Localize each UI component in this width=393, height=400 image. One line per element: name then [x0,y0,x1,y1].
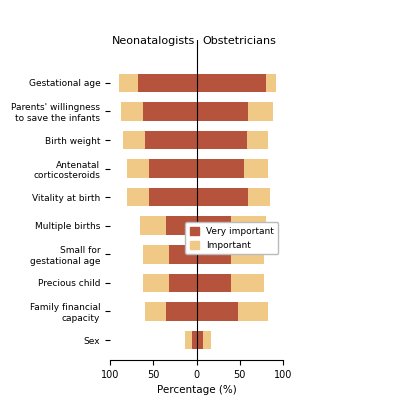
Bar [196,331,202,349]
Bar [231,274,264,292]
Bar [149,188,196,206]
Bar [121,102,143,121]
Bar [248,102,273,121]
Bar [169,274,196,292]
Bar [127,159,149,178]
Bar [143,245,169,264]
Bar [127,188,149,206]
Bar [244,159,268,178]
Bar [247,131,268,149]
Legend: Very important, Important: Very important, Important [185,222,279,254]
Bar [166,302,196,321]
Bar [123,131,145,149]
Bar [196,274,231,292]
Text: Neonatalogists: Neonatalogists [112,36,195,46]
Bar [196,74,266,92]
Bar [238,302,268,321]
Bar [145,302,166,321]
Bar [196,102,248,121]
Text: Obstetricians: Obstetricians [203,36,277,46]
Bar [119,74,138,92]
Bar [145,131,196,149]
Bar [202,331,211,349]
Bar [196,188,248,206]
Bar [149,159,196,178]
Bar [248,188,270,206]
X-axis label: Percentage (%): Percentage (%) [157,385,236,395]
Bar [196,302,238,321]
Bar [138,74,196,92]
Bar [266,74,276,92]
Bar [166,216,196,235]
Bar [185,331,192,349]
Bar [143,274,169,292]
Bar [192,331,196,349]
Bar [231,216,266,235]
Bar [196,131,247,149]
Bar [231,245,264,264]
Bar [140,216,166,235]
Bar [196,245,231,264]
Bar [196,216,231,235]
Bar [143,102,196,121]
Bar [169,245,196,264]
Bar [196,159,244,178]
